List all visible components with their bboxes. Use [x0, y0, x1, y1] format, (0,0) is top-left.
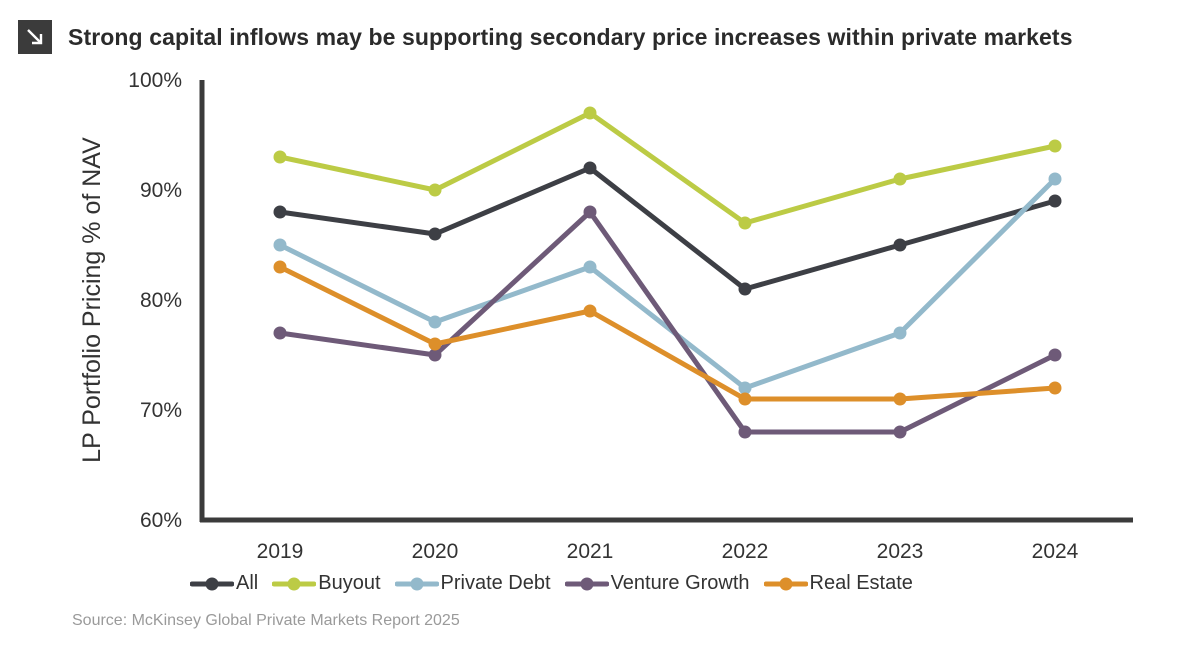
legend-label: Private Debt	[440, 572, 551, 594]
x-tick-label: 2023	[877, 540, 924, 563]
y-tick-label: 80%	[140, 289, 182, 312]
data-point	[738, 425, 752, 439]
data-point	[738, 392, 752, 406]
source-note: Source: McKinsey Global Private Markets …	[72, 612, 460, 629]
data-point	[583, 304, 597, 318]
data-point	[428, 337, 442, 351]
data-point	[583, 260, 597, 274]
y-tick-label: 70%	[140, 399, 182, 422]
series-line-real-estate	[277, 264, 1058, 402]
legend-item: All	[189, 572, 259, 595]
data-point	[273, 205, 287, 219]
legend-item: Private Debt	[394, 572, 551, 595]
y-axis-label: LP Portfolio Pricing % of NAV	[78, 137, 106, 463]
data-point	[893, 326, 907, 340]
data-point	[738, 381, 752, 395]
x-tick-label: 2024	[1032, 540, 1079, 563]
x-tick-label: 2019	[257, 540, 304, 563]
legend-swatch	[763, 577, 809, 591]
data-point	[583, 106, 597, 120]
data-point	[1048, 194, 1062, 208]
legend-label: Real Estate	[809, 572, 913, 594]
legend-swatch	[394, 577, 439, 591]
data-point	[738, 282, 752, 296]
data-point	[1048, 172, 1062, 186]
chart-legend: All Buyout Private Debt Venture Growth Real …	[189, 572, 927, 595]
legend-item: Real Estate	[763, 572, 913, 595]
y-tick-label: 90%	[140, 179, 182, 202]
series-line-venture-growth	[277, 209, 1058, 435]
data-point	[273, 326, 287, 340]
data-point	[893, 392, 907, 406]
series-line-private-debt	[277, 176, 1058, 391]
data-point	[583, 205, 597, 219]
y-tick-label: 60%	[140, 509, 182, 532]
chart-title-row: Strong capital inflows may be supporting…	[18, 20, 1073, 54]
series-line-all	[277, 165, 1058, 292]
arrow-down-right-icon	[18, 20, 52, 54]
data-point	[273, 260, 287, 274]
data-point	[428, 183, 442, 197]
legend-item: Buyout	[271, 572, 381, 595]
data-point	[428, 227, 442, 241]
data-point	[1048, 139, 1062, 153]
chart-title: Strong capital inflows may be supporting…	[68, 23, 1073, 50]
legend-swatch	[564, 577, 610, 591]
legend-swatch	[189, 577, 235, 591]
x-tick-label: 2022	[722, 540, 769, 563]
data-point	[1048, 348, 1062, 362]
legend-label: All	[236, 572, 259, 594]
legend-swatch	[271, 577, 317, 591]
data-point	[428, 315, 442, 329]
x-tick-label: 2021	[567, 540, 614, 563]
legend-label: Venture Growth	[610, 572, 750, 594]
data-point	[273, 238, 287, 252]
data-point	[273, 150, 287, 164]
data-point	[428, 348, 442, 362]
data-point	[893, 425, 907, 439]
legend-item: Venture Growth	[564, 572, 750, 595]
series-line-buyout	[277, 110, 1058, 226]
data-point	[893, 172, 907, 186]
data-point	[583, 161, 597, 175]
x-tick-label: 2020	[412, 540, 459, 563]
legend-label: Buyout	[318, 572, 381, 594]
data-point	[738, 216, 752, 230]
data-point	[893, 238, 907, 252]
data-point	[1048, 381, 1062, 395]
y-tick-label: 100%	[128, 69, 182, 92]
